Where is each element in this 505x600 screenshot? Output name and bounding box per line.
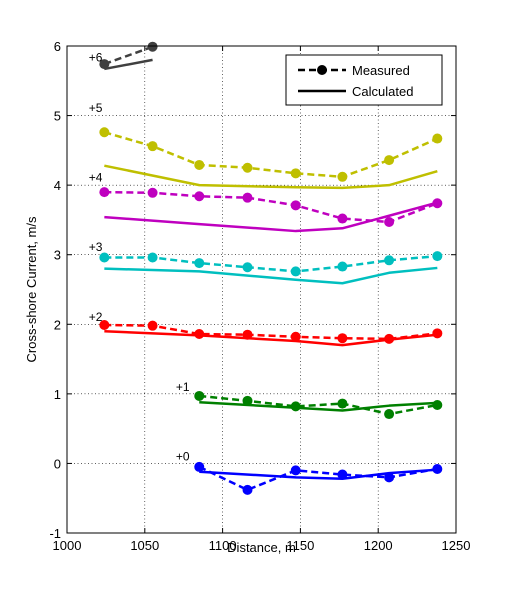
measured-line-1 — [199, 394, 438, 416]
measured-point — [242, 262, 253, 273]
measured-point — [194, 329, 205, 340]
measured-point — [337, 469, 348, 480]
x-tick-label: 1050 — [130, 538, 159, 553]
measured-point — [99, 319, 110, 330]
measured-point — [242, 395, 253, 406]
measured-line-2 — [104, 323, 438, 341]
measured-point — [337, 171, 348, 182]
measured-point — [99, 127, 110, 138]
x-tick-label: 1100 — [209, 538, 237, 553]
grid-lines — [67, 46, 456, 533]
data-series — [99, 41, 443, 495]
calculated-line-4 — [104, 201, 438, 233]
measured-line-3 — [104, 254, 438, 273]
x-tick-label: 1200 — [364, 538, 393, 553]
measured-point — [290, 401, 301, 412]
y-tick-label: 2 — [54, 317, 61, 332]
measured-point — [242, 484, 253, 495]
measured-point — [290, 200, 301, 211]
measured-point — [384, 472, 395, 483]
y-tick-label: 3 — [54, 248, 61, 263]
measured-point — [99, 252, 110, 263]
measured-point — [242, 192, 253, 203]
offset-label: +3 — [89, 240, 103, 254]
measured-point — [432, 133, 443, 144]
measured-point — [242, 329, 253, 340]
offset-labels: +0 +1 +2 +3 +4 +5 +6 — [89, 50, 190, 463]
measured-point — [337, 261, 348, 272]
plot-area — [67, 46, 456, 533]
measured-line-0 — [198, 465, 438, 492]
measured-point — [99, 187, 110, 198]
y-tick-label: -1 — [49, 526, 61, 541]
measured-point — [337, 213, 348, 224]
measured-point — [384, 155, 395, 166]
offset-label: +4 — [89, 171, 103, 185]
measured-point — [290, 465, 301, 476]
measured-line-6 — [103, 45, 154, 66]
measured-point — [384, 333, 395, 344]
measured-point — [290, 266, 301, 277]
measured-point — [384, 409, 395, 420]
measured-point — [99, 59, 110, 70]
legend-entry-calculated: Calculated — [352, 84, 413, 99]
measured-point — [337, 398, 348, 409]
measured-point — [147, 141, 158, 152]
x-tick-label: 1150 — [286, 538, 314, 553]
offset-label: +0 — [176, 450, 190, 464]
measured-point — [384, 255, 395, 266]
calculated-line-2 — [104, 329, 438, 347]
measured-point — [194, 461, 205, 472]
measured-point — [384, 217, 395, 228]
measured-point — [337, 333, 348, 344]
x-axis-label: Distance, m — [227, 540, 296, 555]
y-tick-label: 6 — [54, 39, 61, 54]
plot-frame — [66, 45, 457, 534]
measured-point — [147, 252, 158, 263]
legend-entry-measured: Measured — [352, 63, 410, 78]
y-tick-label: 5 — [54, 109, 61, 124]
measured-point — [194, 191, 205, 202]
measured-point — [432, 251, 443, 262]
legend: Measured Calculated — [285, 54, 443, 106]
measured-point — [290, 168, 301, 179]
measured-point — [432, 198, 443, 209]
measured-point — [290, 331, 301, 342]
y-tick-label: 4 — [54, 178, 61, 193]
offset-label: +5 — [89, 101, 103, 115]
legend-measured-marker — [317, 65, 327, 75]
measured-point — [194, 390, 205, 401]
measured-point — [432, 463, 443, 474]
measured-point — [194, 258, 205, 269]
measured-point — [242, 162, 253, 173]
calculated-line-1 — [199, 400, 438, 412]
measured-point — [432, 328, 443, 339]
offset-label: +6 — [89, 50, 103, 64]
offset-label: +1 — [176, 380, 190, 394]
x-tick-label: 1000 — [53, 538, 82, 553]
calculated-line-5 — [104, 164, 438, 190]
measured-point — [432, 399, 443, 410]
x-tick-label: 1250 — [442, 538, 471, 553]
calculated-line-6 — [104, 58, 153, 71]
legend-box — [285, 54, 443, 106]
axis-ticks: 1000 1050 1100 1150 1200 1250 -1 0 1 2 3 4 5 6 — [49, 39, 470, 553]
calculated-line-3 — [104, 266, 438, 285]
y-axis-label: Cross-shore Current, m/s — [24, 216, 39, 362]
y-tick-label: 1 — [54, 387, 61, 402]
y-tick-label: 0 — [54, 456, 61, 471]
measured-line-5 — [103, 131, 438, 179]
measured-point — [194, 159, 205, 170]
measured-line-4 — [104, 190, 438, 224]
measured-point — [147, 41, 158, 52]
measured-point — [147, 187, 158, 198]
offset-label: +2 — [89, 310, 103, 324]
measured-point — [147, 320, 158, 331]
